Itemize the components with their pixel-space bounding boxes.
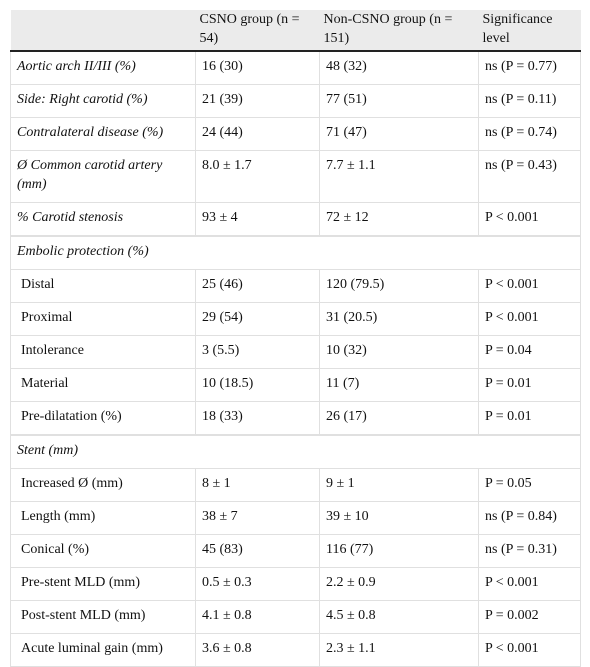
table-cell: 7.7 ± 1.1 bbox=[319, 150, 479, 203]
table-cell: 48 (32) bbox=[319, 50, 479, 85]
table-row: Side: Right carotid (%) 21 (39) 77 (51) ns … bbox=[10, 84, 581, 118]
table-cell: 8.0 ± 1.7 bbox=[195, 150, 320, 203]
table-cell: ns (P = 0.77) bbox=[478, 50, 581, 85]
header-cell: Non-CSNO group (n = 151) bbox=[319, 10, 479, 52]
table-cell: 77 (51) bbox=[319, 84, 479, 118]
table-cell: 25 (46) bbox=[195, 269, 320, 303]
row-label: Pre-stent MLD (mm) bbox=[10, 567, 196, 601]
table-row: Pre-dilatation (%) 18 (33) 26 (17) P = 0.01 bbox=[10, 401, 581, 435]
row-label: Post-stent MLD (mm) bbox=[10, 600, 196, 634]
row-label: Ø Common carotid artery (mm) bbox=[10, 150, 196, 203]
table-cell: 26 (17) bbox=[319, 401, 479, 435]
header-cell bbox=[10, 10, 196, 52]
table-cell: 16 (30) bbox=[195, 50, 320, 85]
row-label: Acute luminal gain (mm) bbox=[10, 633, 196, 667]
row-label: Length (mm) bbox=[10, 501, 196, 535]
row-label: Material bbox=[10, 368, 196, 402]
table-cell: 3.6 ± 0.8 bbox=[195, 633, 320, 667]
table-cell: 2.3 ± 1.1 bbox=[319, 633, 479, 667]
table-cell: P < 0.001 bbox=[478, 633, 581, 667]
table-row: Ø Common carotid artery (mm) 8.0 ± 1.7 7.7… bbox=[10, 150, 581, 203]
table-cell: P = 0.002 bbox=[478, 600, 581, 634]
table-row: Material 10 (18.5) 11 (7) P = 0.01 bbox=[10, 368, 581, 402]
row-label: Conical (%) bbox=[10, 534, 196, 568]
row-label: Intolerance bbox=[10, 335, 196, 369]
table-cell: P = 0.04 bbox=[478, 335, 581, 369]
row-label: % Carotid stenosis bbox=[10, 202, 196, 236]
header-cell: Significance level bbox=[478, 10, 581, 52]
table-cell: P = 0.01 bbox=[478, 401, 581, 435]
section-heading: Stent (mm) bbox=[10, 435, 581, 469]
header-row: CSNO group (n = 54) Non-CSNO group (n = … bbox=[10, 10, 581, 52]
table-row: Conical (%) 45 (83) 116 (77) ns (P = 0.31) bbox=[10, 534, 581, 568]
table-cell: 21 (39) bbox=[195, 84, 320, 118]
table-cell: P < 0.001 bbox=[478, 302, 581, 336]
table-cell: 10 (32) bbox=[319, 335, 479, 369]
table-row: Pre-stent MLD (mm) 0.5 ± 0.3 2.2 ± 0.9 P < … bbox=[10, 567, 581, 601]
table-cell: P = 0.05 bbox=[478, 468, 581, 502]
table-cell: 120 (79.5) bbox=[319, 269, 479, 303]
table-row: Contralateral disease (%) 24 (44) 71 (47) n… bbox=[10, 117, 581, 151]
table-row: % Carotid stenosis 93 ± 4 72 ± 12 P < 0.001 bbox=[10, 202, 581, 236]
table-cell: 29 (54) bbox=[195, 302, 320, 336]
table-cell: 39 ± 10 bbox=[319, 501, 479, 535]
table-row: Length (mm) 38 ± 7 39 ± 10 ns (P = 0.84) bbox=[10, 501, 581, 535]
table-cell: ns (P = 0.84) bbox=[478, 501, 581, 535]
table-cell: 11 (7) bbox=[319, 368, 479, 402]
section-row: Stent (mm) bbox=[10, 435, 581, 469]
table-cell: 4.1 ± 0.8 bbox=[195, 600, 320, 634]
table-cell: 8 ± 1 bbox=[195, 468, 320, 502]
table-cell: 31 (20.5) bbox=[319, 302, 479, 336]
row-label: Pre-dilatation (%) bbox=[10, 401, 196, 435]
row-label: Proximal bbox=[10, 302, 196, 336]
table-cell: 116 (77) bbox=[319, 534, 479, 568]
table-cell: 71 (47) bbox=[319, 117, 479, 151]
table-cell: 18 (33) bbox=[195, 401, 320, 435]
table-row: Intolerance 3 (5.5) 10 (32) P = 0.04 bbox=[10, 335, 581, 369]
table-row: Acute luminal gain (mm) 3.6 ± 0.8 2.3 ± 1.… bbox=[10, 633, 581, 667]
table-cell: 24 (44) bbox=[195, 117, 320, 151]
header-cell: CSNO group (n = 54) bbox=[195, 10, 320, 52]
table-cell: 9 ± 1 bbox=[319, 468, 479, 502]
table-cell: 45 (83) bbox=[195, 534, 320, 568]
table-cell: 4.5 ± 0.8 bbox=[319, 600, 479, 634]
table-row: Distal 25 (46) 120 (79.5) P < 0.001 bbox=[10, 269, 581, 303]
table-cell: ns (P = 0.11) bbox=[478, 84, 581, 118]
table-cell: 93 ± 4 bbox=[195, 202, 320, 236]
table-row: Proximal 29 (54) 31 (20.5) P < 0.001 bbox=[10, 302, 581, 336]
table-cell: P = 0.01 bbox=[478, 368, 581, 402]
table-cell: ns (P = 0.31) bbox=[478, 534, 581, 568]
row-label: Side: Right carotid (%) bbox=[10, 84, 196, 118]
row-label: Contralateral disease (%) bbox=[10, 117, 196, 151]
table-cell: P < 0.001 bbox=[478, 567, 581, 601]
section-heading: Embolic protection (%) bbox=[10, 236, 581, 270]
row-label: Increased Ø (mm) bbox=[10, 468, 196, 502]
table-body: Aortic arch II/III (%) 16 (30) 48 (32) ns (… bbox=[10, 50, 581, 667]
data-table: CSNO group (n = 54) Non-CSNO group (n = … bbox=[10, 10, 581, 667]
table-cell: P < 0.001 bbox=[478, 269, 581, 303]
table-cell: 0.5 ± 0.3 bbox=[195, 567, 320, 601]
row-label: Distal bbox=[10, 269, 196, 303]
table-cell: ns (P = 0.74) bbox=[478, 117, 581, 151]
table-cell: 38 ± 7 bbox=[195, 501, 320, 535]
table-cell: P < 0.001 bbox=[478, 202, 581, 236]
table-cell: 10 (18.5) bbox=[195, 368, 320, 402]
table-row: Post-stent MLD (mm) 4.1 ± 0.8 4.5 ± 0.8 P =… bbox=[10, 600, 581, 634]
row-label: Aortic arch II/III (%) bbox=[10, 50, 196, 85]
table-row: Aortic arch II/III (%) 16 (30) 48 (32) ns (… bbox=[10, 50, 581, 85]
table-cell: 3 (5.5) bbox=[195, 335, 320, 369]
table-header: CSNO group (n = 54) Non-CSNO group (n = … bbox=[10, 10, 581, 52]
table-cell: ns (P = 0.43) bbox=[478, 150, 581, 203]
table-cell: 72 ± 12 bbox=[319, 202, 479, 236]
section-row: Embolic protection (%) bbox=[10, 236, 581, 270]
table-cell: 2.2 ± 0.9 bbox=[319, 567, 479, 601]
